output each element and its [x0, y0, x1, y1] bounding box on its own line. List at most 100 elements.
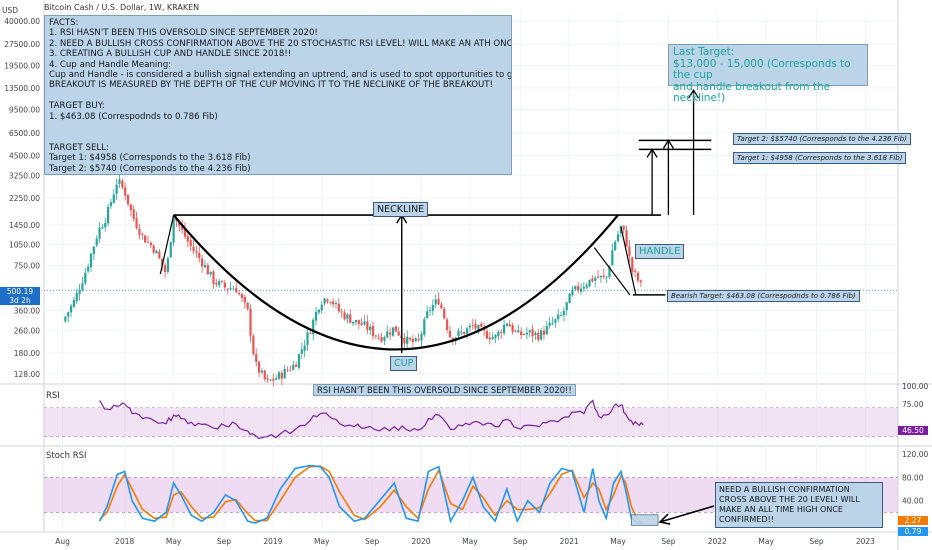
candle-body: [571, 289, 574, 295]
candle-body: [98, 227, 101, 239]
candle-body: [480, 323, 483, 327]
candle-body: [548, 322, 551, 326]
rsi-line: [99, 399, 644, 440]
candle-body: [542, 330, 546, 335]
handle-label[interactable]: HANDLE: [635, 244, 685, 259]
candle-body: [428, 310, 432, 311]
candle-body: [232, 288, 235, 290]
candle-body: [303, 345, 306, 351]
facts-line: TARGET BUY:: [49, 101, 105, 112]
candle-body: [166, 258, 170, 272]
candle-body: [394, 326, 397, 332]
neckline-label[interactable]: NECKLINE: [373, 202, 429, 217]
time-tick-label: 2020: [411, 537, 430, 546]
candle-body: [591, 278, 594, 282]
stoch-tick-label: 120.00: [902, 450, 928, 459]
candle-body: [155, 250, 158, 254]
last-target-note[interactable]: Last Target: $13,000 - 15,000 (Correspond…: [668, 44, 868, 104]
candle-body: [502, 324, 506, 334]
bearish-target-label[interactable]: Bearish Target: $463.08 (Correspodnds to…: [667, 290, 860, 302]
uptrend-line: [159, 214, 175, 275]
candle-body: [118, 179, 121, 184]
candle-body: [397, 331, 400, 336]
candle-body: [625, 230, 628, 247]
candle-body: [465, 328, 469, 334]
candle-body: [494, 334, 497, 338]
candle-body: [169, 242, 172, 258]
candle-body: [229, 288, 232, 290]
candle-body: [263, 370, 266, 380]
target2-label[interactable]: Target 2: $$5740 (Corresponds to the 4.2…: [733, 133, 911, 145]
candle-body: [124, 187, 127, 196]
candle-body: [622, 225, 625, 230]
candle-body: [289, 370, 292, 371]
candle-body: [423, 319, 426, 335]
facts-line: FACTS:: [49, 18, 79, 28]
candle-body: [619, 225, 622, 234]
stoch-confirmation-note[interactable]: NEED A BULLISH CONFIRMATION CROSS ABOVE …: [715, 482, 883, 528]
candle-body: [391, 327, 395, 336]
price-tick-label: 180.00: [14, 349, 40, 358]
candle-body: [203, 265, 207, 268]
stoch-highlight-box: [630, 514, 659, 526]
candle-body: [411, 338, 415, 343]
time-tick-label: Sep: [809, 537, 823, 546]
candle-body: [559, 315, 563, 316]
candle-body: [445, 319, 449, 330]
price-tick-label: 13500.00: [4, 84, 40, 93]
candle-body: [588, 279, 591, 287]
candle-body: [417, 338, 420, 340]
time-tick-label: Sep: [217, 537, 231, 546]
price-tick-label: 360.00: [14, 306, 40, 315]
candle-body: [121, 180, 124, 188]
candle-body: [534, 332, 537, 335]
candle-body: [69, 305, 73, 313]
candle-body: [602, 275, 605, 277]
candle-body: [437, 298, 440, 305]
candle-body: [323, 298, 326, 304]
candle-body: [565, 302, 568, 310]
candle-body: [363, 321, 366, 325]
candle-body: [522, 334, 526, 335]
rsi-oversold-note[interactable]: RSI HASN'T BEEN THIS OVERSOLD SINCE SEPT…: [313, 384, 576, 396]
stoch-tick-label: 80.00: [902, 473, 924, 482]
last-target-line: and handle breakout from the neckline!): [673, 80, 831, 104]
rsi-tick-label: 75.00: [902, 400, 924, 409]
cup-label[interactable]: CUP: [390, 356, 418, 371]
facts-line: BREAKOUT IS MEASURED BY THE DEPTH OF THE…: [49, 80, 493, 91]
stoch-k-line: [98, 464, 644, 525]
candle-body: [434, 299, 437, 305]
candle-body: [64, 316, 67, 322]
candle-body: [537, 333, 540, 340]
candle-body: [249, 308, 252, 336]
candle-body: [383, 337, 386, 341]
symbol-title: Bitcoin Cash / U.S. Dollar, 1W, KRAKEN: [44, 3, 200, 12]
candle-body: [158, 251, 161, 259]
candle-body: [468, 325, 471, 328]
candle-body: [440, 304, 443, 309]
price-tick-label: 19500.00: [4, 61, 40, 70]
candle-body: [286, 369, 289, 371]
candle-body: [309, 332, 312, 334]
candle-body: [443, 308, 446, 319]
candle-body: [582, 287, 585, 289]
candle-body: [152, 245, 155, 253]
candle-body: [369, 326, 372, 331]
candle-body: [426, 311, 429, 318]
facts-line: [49, 132, 507, 142]
candle-body: [431, 305, 434, 311]
facts-note[interactable]: FACTS: 1. RSI HASN'T BEEN THIS OVERSOLD S…: [44, 15, 512, 175]
candle-body: [132, 209, 135, 219]
candle-body: [349, 314, 352, 323]
time-tick-label: May: [610, 537, 626, 546]
price-tick-label: 2250.00: [9, 194, 40, 203]
candle-body: [149, 242, 152, 246]
candle-body: [212, 271, 215, 285]
stoch-tick-label: 40.00: [902, 497, 924, 506]
candle-body: [84, 272, 87, 284]
candle-body: [497, 331, 500, 337]
time-tick-label: 2018: [115, 537, 134, 546]
target1-label[interactable]: Target 1: $4958 (Corresponds to the 3.61…: [733, 152, 907, 164]
candle-body: [238, 293, 241, 295]
candle-body: [95, 238, 98, 246]
